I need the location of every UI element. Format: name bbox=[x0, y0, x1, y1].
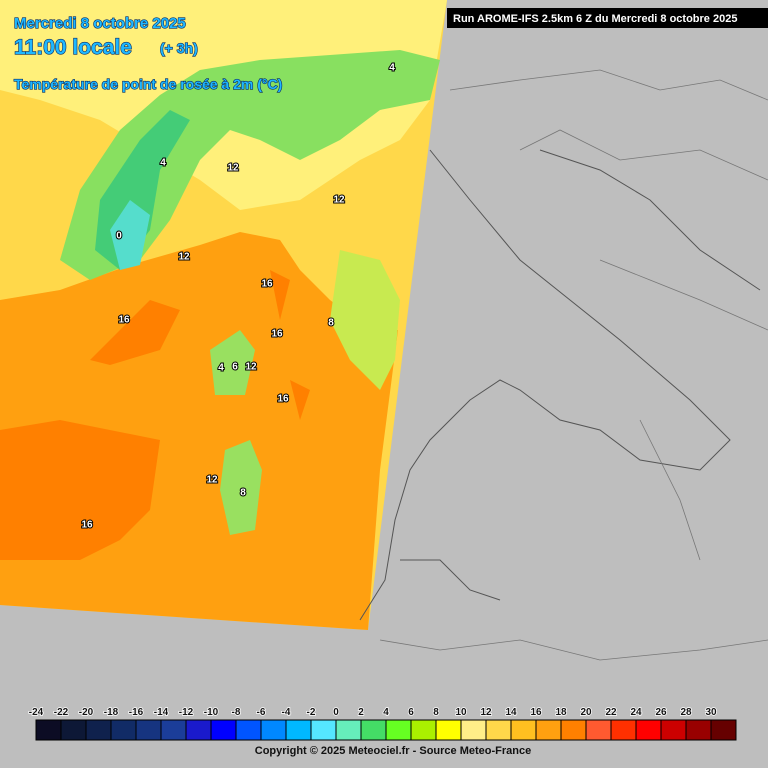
contour-label: 12 bbox=[333, 195, 345, 206]
contour-label: 8 bbox=[240, 488, 246, 499]
contour-label: 6 bbox=[232, 362, 238, 373]
legend-swatch bbox=[235, 719, 262, 741]
legend-swatch bbox=[435, 719, 462, 741]
legend-tick: -12 bbox=[179, 707, 194, 718]
contour-label: 12 bbox=[178, 252, 190, 263]
contour-label: 12 bbox=[245, 362, 257, 373]
legend-tick: 26 bbox=[655, 707, 667, 718]
legend-tick: -22 bbox=[54, 707, 69, 718]
legend-swatch bbox=[710, 719, 737, 741]
legend-tick: -2 bbox=[307, 707, 316, 718]
contour-label: 16 bbox=[277, 394, 289, 405]
legend-tick: 30 bbox=[705, 707, 717, 718]
legend-tick: -24 bbox=[29, 707, 44, 718]
legend-swatch bbox=[410, 719, 437, 741]
contour-label: 4 bbox=[160, 158, 166, 169]
legend-tick: 22 bbox=[605, 707, 617, 718]
legend-tick: -16 bbox=[129, 707, 144, 718]
legend-swatch bbox=[460, 719, 487, 741]
legend-swatch bbox=[85, 719, 112, 741]
cyan-zone bbox=[110, 200, 150, 270]
legend-tick: 8 bbox=[433, 707, 439, 718]
legend-swatch bbox=[310, 719, 337, 741]
dark-orange-zone bbox=[0, 270, 310, 560]
legend-swatch bbox=[485, 719, 512, 741]
legend-tick: 16 bbox=[530, 707, 542, 718]
contour-label: 8 bbox=[328, 318, 334, 329]
legend-swatch bbox=[385, 719, 412, 741]
contour-label: 16 bbox=[118, 315, 130, 326]
legend-tick: 0 bbox=[333, 707, 339, 718]
contour-label: 0 bbox=[116, 231, 122, 242]
legend-tick: -20 bbox=[79, 707, 94, 718]
contour-label: 12 bbox=[206, 475, 218, 486]
legend-tick: -6 bbox=[257, 707, 266, 718]
legend-swatch bbox=[335, 719, 362, 741]
offset: (+ 3h) bbox=[160, 40, 198, 56]
coastline bbox=[359, 149, 761, 621]
legend-tick: 4 bbox=[383, 707, 389, 718]
date: Mercredi 8 octobre 2025 bbox=[14, 15, 186, 32]
contour-label: 16 bbox=[81, 520, 93, 531]
legend-tick: 24 bbox=[630, 707, 642, 718]
contour-label: 16 bbox=[271, 329, 283, 340]
legend-swatch bbox=[610, 719, 637, 741]
contour-label: 4 bbox=[389, 63, 395, 74]
legend-tick: 28 bbox=[680, 707, 692, 718]
legend-tick: -14 bbox=[154, 707, 169, 718]
legend-tick: -8 bbox=[232, 707, 241, 718]
legend-swatch bbox=[210, 719, 237, 741]
legend-swatch bbox=[535, 719, 562, 741]
legend-swatch bbox=[635, 719, 662, 741]
legend-swatch bbox=[585, 719, 612, 741]
island-zone bbox=[210, 330, 262, 535]
legend-swatch bbox=[360, 719, 387, 741]
legend-swatch bbox=[35, 719, 62, 741]
legend-swatch bbox=[685, 719, 712, 741]
legend-tick: -18 bbox=[104, 707, 119, 718]
legend-tick: 20 bbox=[580, 707, 592, 718]
green-zone bbox=[60, 50, 440, 280]
legend-tick: 14 bbox=[505, 707, 517, 718]
legend-tick: 12 bbox=[480, 707, 492, 718]
legend-tick: 18 bbox=[555, 707, 567, 718]
legend-swatch bbox=[260, 719, 287, 741]
legend-tick: 2 bbox=[358, 707, 364, 718]
apennine-zone bbox=[330, 250, 400, 390]
legend-swatch bbox=[110, 719, 137, 741]
contour-label: 16 bbox=[261, 279, 273, 290]
legend-tick: 10 bbox=[455, 707, 467, 718]
legend-tick: -4 bbox=[282, 707, 291, 718]
contour-label: 12 bbox=[227, 163, 239, 174]
contour-label: 4 bbox=[218, 363, 224, 374]
legend-swatch bbox=[135, 719, 162, 741]
legend-tick: -10 bbox=[204, 707, 219, 718]
legend-tick: 6 bbox=[408, 707, 414, 718]
parameter: Température de point de rosée à 2m (°C) bbox=[14, 76, 282, 92]
run-box bbox=[447, 8, 768, 28]
legend-swatch bbox=[185, 719, 212, 741]
legend-swatch bbox=[285, 719, 312, 741]
legend-swatch bbox=[560, 719, 587, 741]
run-info: Run AROME-IFS 2.5km 6 Z du Mercredi 8 oc… bbox=[453, 13, 737, 25]
time: 11:00 locale bbox=[14, 36, 132, 59]
border bbox=[379, 69, 768, 661]
legend-swatch bbox=[660, 719, 687, 741]
legend-swatch bbox=[60, 719, 87, 741]
legend-swatch bbox=[510, 719, 537, 741]
legend-swatch bbox=[160, 719, 187, 741]
copyright: Copyright © 2025 Meteociel.fr - Source M… bbox=[255, 745, 531, 757]
